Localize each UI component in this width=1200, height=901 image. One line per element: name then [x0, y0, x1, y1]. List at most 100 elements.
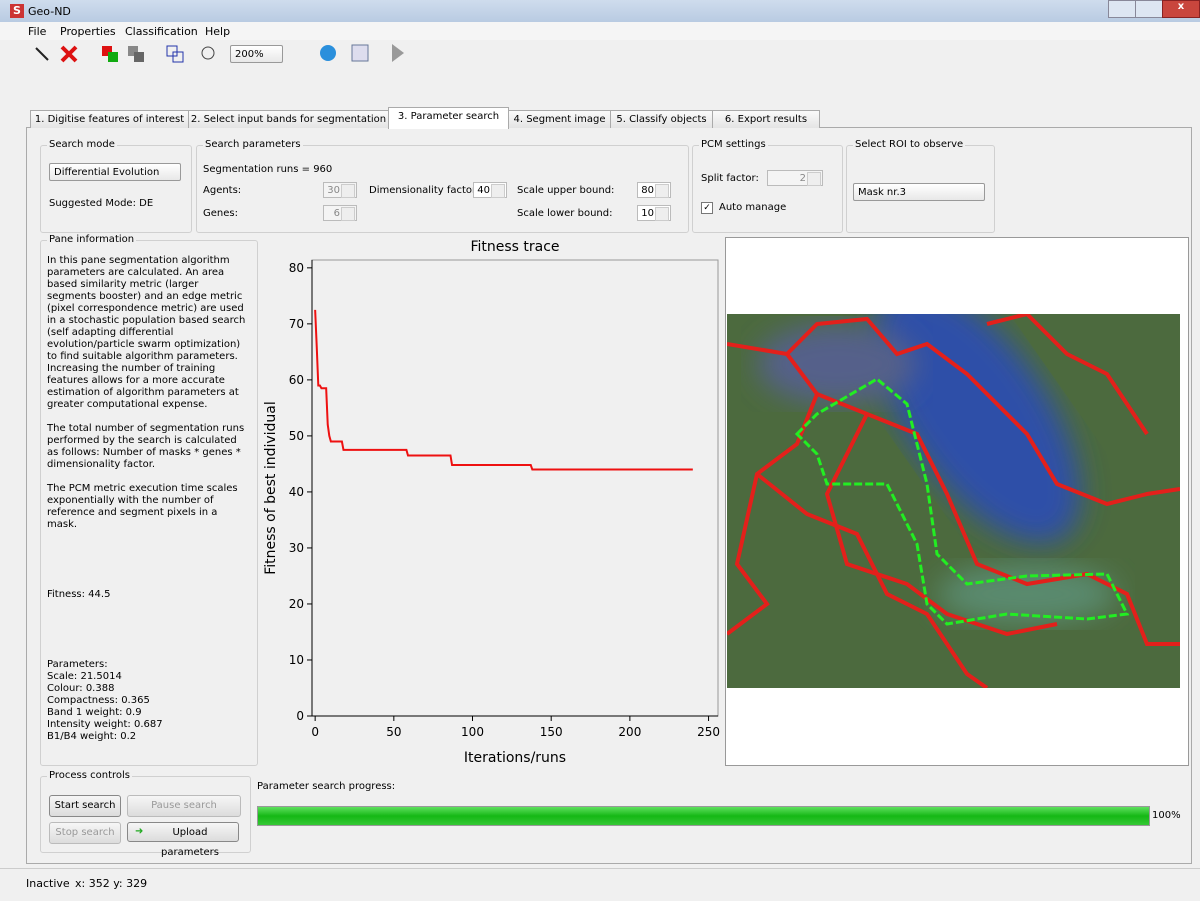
app-icon: S [10, 4, 24, 18]
chart-title: Fitness trace [470, 239, 559, 255]
parameter: Compactness: 0.365 [47, 695, 163, 707]
upper-spin[interactable]: 80 [637, 182, 671, 198]
maximize-button[interactable] [1135, 0, 1163, 18]
tool-grey2[interactable] [134, 52, 144, 62]
x-tick-label: 250 [697, 725, 720, 739]
x-tick-label: 150 [540, 725, 563, 739]
minimize-button[interactable] [1108, 0, 1136, 18]
progress-fill [258, 807, 1149, 825]
field-label: Dimensionality factor: [369, 185, 479, 196]
tool-draw[interactable] [36, 48, 48, 60]
y-tick-label: 80 [289, 261, 304, 275]
menu-item[interactable]: Classification [125, 25, 198, 38]
tool-table[interactable] [352, 45, 368, 61]
status-bar [0, 868, 1200, 901]
tool-pan[interactable] [202, 47, 214, 59]
title-bar [0, 0, 1200, 22]
tab[interactable]: 6. Export results [712, 110, 820, 128]
zoom-combo[interactable]: 200% [230, 45, 283, 63]
suggested-mode: Suggested Mode: DE [49, 198, 153, 209]
search-mode-group: Search mode Differential Evolution Sugge… [40, 145, 192, 233]
roi-group: Select ROI to observe Mask nr.3 [846, 145, 995, 233]
roi-image [727, 314, 1180, 688]
upload-button[interactable]: Upload parameters [127, 822, 239, 842]
parameters-title: Parameters: [47, 659, 163, 671]
menu-item[interactable]: Help [205, 25, 230, 38]
paragraph: The PCM metric execution time scales exp… [47, 483, 247, 531]
split-spin: 2 [767, 170, 823, 186]
pcm-group: PCM settings Split factor: 2 ✓ Auto mana… [692, 145, 843, 233]
field-label: Genes: [203, 208, 238, 219]
fitness-chart: Fitness trace Iterations/runs Fitness of b… [255, 238, 723, 768]
tab[interactable]: 5. Classify objects [610, 110, 713, 128]
checkbox-label: Auto manage [719, 202, 786, 213]
tab[interactable]: 2. Select input bands for segmentation [188, 110, 389, 128]
pause-button: Pause search [127, 795, 241, 817]
parameter: B1/B4 weight: 0.2 [47, 731, 163, 743]
lower-spin[interactable]: 10 [637, 205, 671, 221]
group-title: Search mode [47, 139, 117, 150]
tab[interactable]: 4. Segment image [508, 110, 611, 128]
field-label: Split factor: [701, 173, 759, 184]
parameter: Band 1 weight: 0.9 [47, 707, 163, 719]
field-label: Scale lower bound: [517, 208, 612, 219]
parameter: Scale: 21.5014 [47, 671, 163, 683]
tool-green[interactable] [108, 52, 118, 62]
tool-select2[interactable] [173, 52, 183, 62]
runs-label: Segmentation runs = 960 [203, 164, 332, 175]
progress-track [257, 806, 1150, 826]
tab[interactable]: 1. Digitise features of interest [30, 110, 189, 128]
menu-item[interactable]: File [28, 25, 46, 38]
window-title: Geo-ND [28, 5, 71, 18]
parameter: Intensity weight: 0.687 [47, 719, 163, 731]
parameters: Parameters: Scale: 21.5014 Colour: 0.388… [47, 659, 163, 743]
paragraph: The total number of segmentation runs pe… [47, 423, 247, 471]
field-label: Agents: [203, 185, 241, 196]
y-tick-label: 30 [289, 541, 304, 555]
checkbox[interactable]: ✓ [701, 202, 713, 214]
close-button[interactable]: x [1162, 0, 1200, 18]
x-tick-label: 200 [618, 725, 641, 739]
group-title: Pane information [47, 234, 136, 245]
parameter: Colour: 0.388 [47, 683, 163, 695]
dim-spin[interactable]: 40 [473, 182, 507, 198]
progress-value: 100% [1152, 810, 1181, 821]
progress-label: Parameter search progress: [257, 781, 395, 792]
agents-spin: 30 [323, 182, 357, 198]
tool-delete[interactable] [62, 47, 76, 61]
y-tick-label: 70 [289, 317, 304, 331]
y-axis-label: Fitness of best individual [263, 401, 279, 575]
start-button[interactable]: Start search [49, 795, 121, 817]
y-tick-label: 40 [289, 485, 304, 499]
app-window: S Geo-ND x File Properties Classificatio… [0, 0, 1200, 900]
x-axis-label: Iterations/runs [464, 750, 566, 766]
y-tick-label: 0 [296, 709, 304, 723]
toolbar [30, 40, 420, 66]
group-title: Select ROI to observe [853, 139, 965, 150]
y-tick-label: 50 [289, 429, 304, 443]
arrow-icon: ➜ [135, 826, 143, 837]
field-label: Scale upper bound: [517, 185, 614, 196]
paragraph: In this pane segmentation algorithm para… [47, 255, 247, 411]
x-tick-label: 0 [311, 725, 319, 739]
tool-info[interactable] [320, 45, 336, 61]
tool-select[interactable] [167, 46, 177, 56]
y-tick-label: 60 [289, 373, 304, 387]
tab-active[interactable]: 3. Parameter search [388, 107, 509, 129]
fitness-text: Fitness: 44.5 [47, 589, 110, 600]
stop-button: Stop search [49, 822, 121, 844]
roi-combo[interactable]: Mask nr.3 [853, 183, 985, 201]
tool-run[interactable] [392, 44, 404, 62]
group-title: PCM settings [699, 139, 768, 150]
process-controls-group: Process controls Start search Pause sear… [40, 776, 251, 853]
search-parameters-group: Search parameters Segmentation runs = 96… [196, 145, 689, 233]
group-title: Search parameters [203, 139, 303, 150]
y-tick-label: 10 [289, 653, 304, 667]
mode-combo[interactable]: Differential Evolution [49, 163, 181, 181]
plot-area [312, 260, 718, 716]
menu-item[interactable]: Properties [60, 25, 116, 38]
y-tick-label: 20 [289, 597, 304, 611]
pane-text: In this pane segmentation algorithm para… [47, 255, 247, 531]
pane-info-group: Pane information In this pane segmentati… [40, 240, 258, 766]
genes-spin: 6 [323, 205, 357, 221]
